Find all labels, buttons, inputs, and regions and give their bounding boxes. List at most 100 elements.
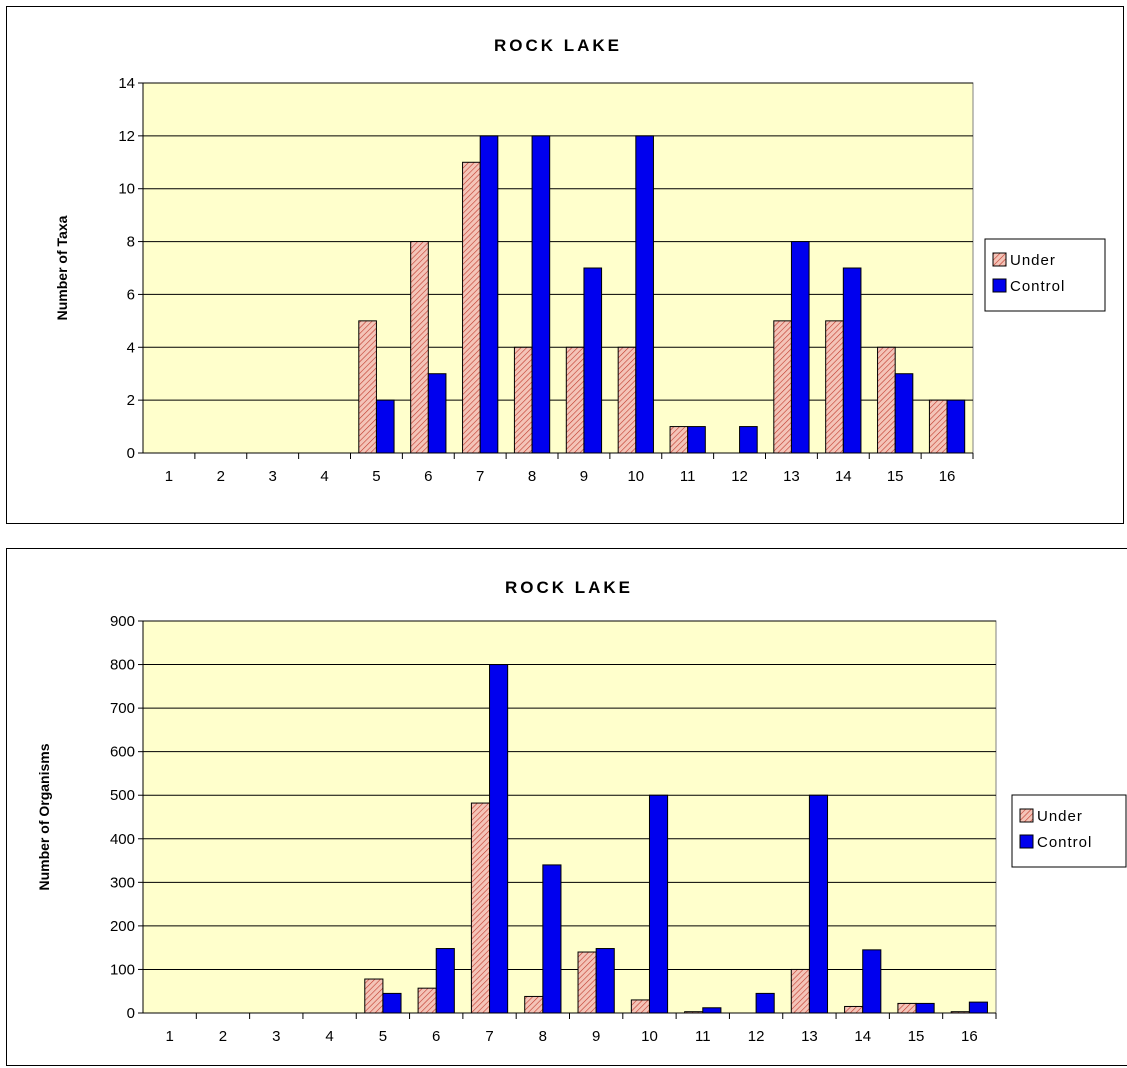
- bar-under: [462, 161, 481, 454]
- bar-control: [531, 135, 551, 454]
- bar-control: [427, 373, 447, 454]
- x-tick-label: 14: [835, 468, 852, 485]
- bar-under: [950, 1011, 970, 1014]
- legend-label-control: Control: [1010, 278, 1065, 295]
- bar-control: [479, 135, 499, 454]
- bar-under: [897, 1002, 917, 1014]
- bar-under: [358, 320, 377, 454]
- organisms-chart-svg: ROCK LAKE 0 100 200 300 400 500 600 700 800 900 Num…: [36, 578, 1127, 1045]
- bar-control: [755, 992, 775, 1014]
- chart-title: ROCK LAKE: [494, 36, 622, 55]
- x-tick-label: 16: [939, 468, 956, 485]
- x-tick-label: 5: [372, 468, 380, 485]
- x-tick-label: 11: [695, 1028, 711, 1045]
- y-tick-label: 900: [110, 613, 135, 630]
- legend-swatch-control: [1019, 834, 1034, 849]
- x-tick-label: 12: [748, 1028, 765, 1045]
- bar-under: [417, 987, 437, 1014]
- y-tick-label: 500: [110, 787, 135, 804]
- bar-control: [489, 664, 509, 1014]
- bar-control: [946, 399, 966, 454]
- y-tick-label: 4: [127, 339, 135, 356]
- x-tick-label: 9: [580, 468, 588, 485]
- bar-control: [375, 399, 395, 454]
- bar-control: [542, 864, 562, 1014]
- bar-under: [513, 346, 533, 454]
- plot-area: [142, 620, 997, 1014]
- x-tick-label: 13: [801, 1028, 818, 1045]
- legend: Under Control: [984, 238, 1106, 312]
- legend-swatch-under: [1019, 808, 1034, 823]
- bar-under: [630, 999, 650, 1014]
- bar-control: [635, 135, 654, 454]
- bar-under: [617, 346, 637, 454]
- x-tick-label: 15: [887, 468, 904, 485]
- y-tick-label: 100: [110, 961, 135, 978]
- bar-under: [524, 995, 544, 1014]
- legend-label-under: Under: [1037, 808, 1083, 825]
- legend-swatch-under: [992, 252, 1007, 267]
- y-tick-label: 0: [127, 1005, 135, 1022]
- bar-control: [382, 992, 402, 1014]
- bar-control: [595, 948, 615, 1014]
- bar-under: [825, 320, 844, 454]
- bar-control: [808, 794, 829, 1014]
- x-tick-label: 15: [908, 1028, 925, 1045]
- y-tick-label: 6: [127, 286, 135, 303]
- taxa-chart: ROCK LAKE 0 2 4 6 8 10 12 14 Number of Taxa 1 2 3 4 5 6…: [6, 6, 1124, 524]
- y-tick-label: 600: [110, 744, 135, 761]
- x-tick-label: 12: [731, 468, 748, 485]
- bar-under: [684, 1011, 704, 1014]
- bar-under: [790, 968, 810, 1014]
- bar-control: [687, 426, 706, 454]
- bar-control: [648, 794, 669, 1014]
- x-tick-label: 5: [379, 1028, 387, 1045]
- x-tick-label: 8: [528, 468, 536, 485]
- y-tick-label: 12: [118, 128, 135, 145]
- x-tick-label: 4: [320, 468, 328, 485]
- bar-control: [435, 948, 455, 1014]
- y-tick-label: 200: [110, 918, 135, 935]
- bar-under: [577, 951, 597, 1014]
- bar-under: [364, 978, 384, 1014]
- bar-control: [968, 1001, 988, 1014]
- x-tick-label: 11: [680, 468, 696, 485]
- bar-control: [739, 426, 758, 454]
- y-axis-label: Number of Organisms: [36, 743, 52, 890]
- x-tick-label: 8: [539, 1028, 547, 1045]
- y-tick-label: 2: [127, 392, 135, 409]
- bar-control: [790, 241, 810, 454]
- y-axis-label: Number of Taxa: [54, 215, 70, 320]
- x-tick-label: 2: [217, 468, 225, 485]
- x-tick-label: 1: [165, 468, 173, 485]
- legend-label-control: Control: [1037, 834, 1092, 851]
- legend-box: [1011, 794, 1127, 868]
- x-tick-label: 13: [783, 468, 800, 485]
- bar-under: [844, 1005, 864, 1014]
- x-tick-label: 7: [485, 1028, 493, 1045]
- x-tick-label: 4: [325, 1028, 333, 1045]
- x-tick-label: 14: [854, 1028, 871, 1045]
- y-tick-label: 700: [110, 700, 135, 717]
- y-tick-label: 0: [127, 445, 135, 462]
- x-tick-label: 1: [165, 1028, 173, 1045]
- organisms-chart: ROCK LAKE 0 100 200 300 400 500 600 700 800 900 Num…: [6, 548, 1127, 1066]
- x-tick-label: 10: [627, 468, 644, 485]
- bar-under: [410, 241, 429, 454]
- x-tick-label: 16: [961, 1028, 978, 1045]
- bar-control: [842, 267, 862, 454]
- y-tick-label: 400: [110, 831, 135, 848]
- y-tick-label: 14: [118, 75, 135, 92]
- bar-under: [470, 802, 491, 1014]
- bar-control: [583, 267, 603, 454]
- y-tick-label: 10: [118, 181, 135, 198]
- x-tick-label: 2: [219, 1028, 227, 1045]
- x-tick-label: 3: [272, 1028, 280, 1045]
- legend-swatch-control: [992, 278, 1007, 293]
- x-tick-label: 3: [269, 468, 277, 485]
- legend: Under Control: [1011, 794, 1127, 868]
- bar-control: [862, 949, 882, 1014]
- legend-label-under: Under: [1010, 252, 1056, 269]
- chart-title: ROCK LAKE: [505, 578, 633, 597]
